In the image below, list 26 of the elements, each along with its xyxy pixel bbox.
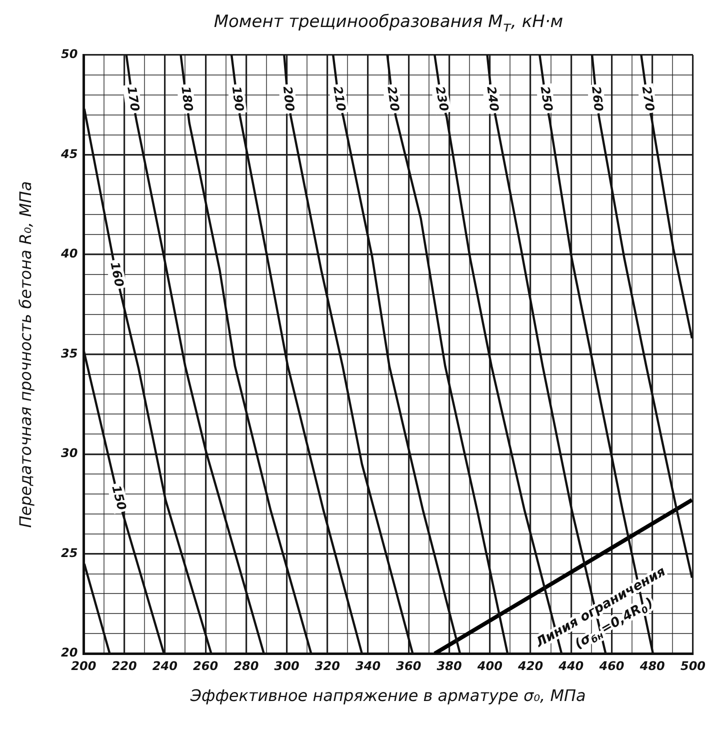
y-axis-title: Передаточная прочность бетона R₀, МПа xyxy=(16,181,35,528)
x-tick-label: 280 xyxy=(234,658,259,673)
y-tick-label: 20 xyxy=(60,646,78,660)
x-tick-label: 440 xyxy=(558,658,584,673)
x-tick-label: 220 xyxy=(112,658,137,673)
chart-title: Момент трещинообразования M$_{т}$, кН·м xyxy=(214,12,564,36)
x-tick-label: 460 xyxy=(598,658,624,673)
x-tick-label: 400 xyxy=(476,658,502,673)
y-tick-label: 45 xyxy=(60,146,78,161)
y-tick-label: 25 xyxy=(60,546,78,560)
x-tick-label: 200 xyxy=(71,658,96,673)
x-tick-label: 480 xyxy=(638,658,665,673)
x-tick-label: 360 xyxy=(396,658,422,673)
x-tick-label: 260 xyxy=(193,658,218,673)
x-tick-label: 420 xyxy=(516,658,544,673)
x-tick-label: 340 xyxy=(356,658,381,673)
x-tick-label: 500 xyxy=(680,658,706,673)
x-axis-title: Эффективное напряжение в арматуре σ₀, МПа xyxy=(190,686,586,705)
x-tick-label: 380 xyxy=(436,658,462,673)
y-tick-label: 40 xyxy=(60,246,78,261)
x-tick-label: 240 xyxy=(152,658,178,673)
x-tick-label: 320 xyxy=(314,658,340,673)
y-tick-label: 30 xyxy=(60,446,78,460)
x-tick-label: 300 xyxy=(274,658,300,673)
y-tick-label: 50 xyxy=(60,47,78,62)
y-tick-label: 35 xyxy=(60,346,78,360)
